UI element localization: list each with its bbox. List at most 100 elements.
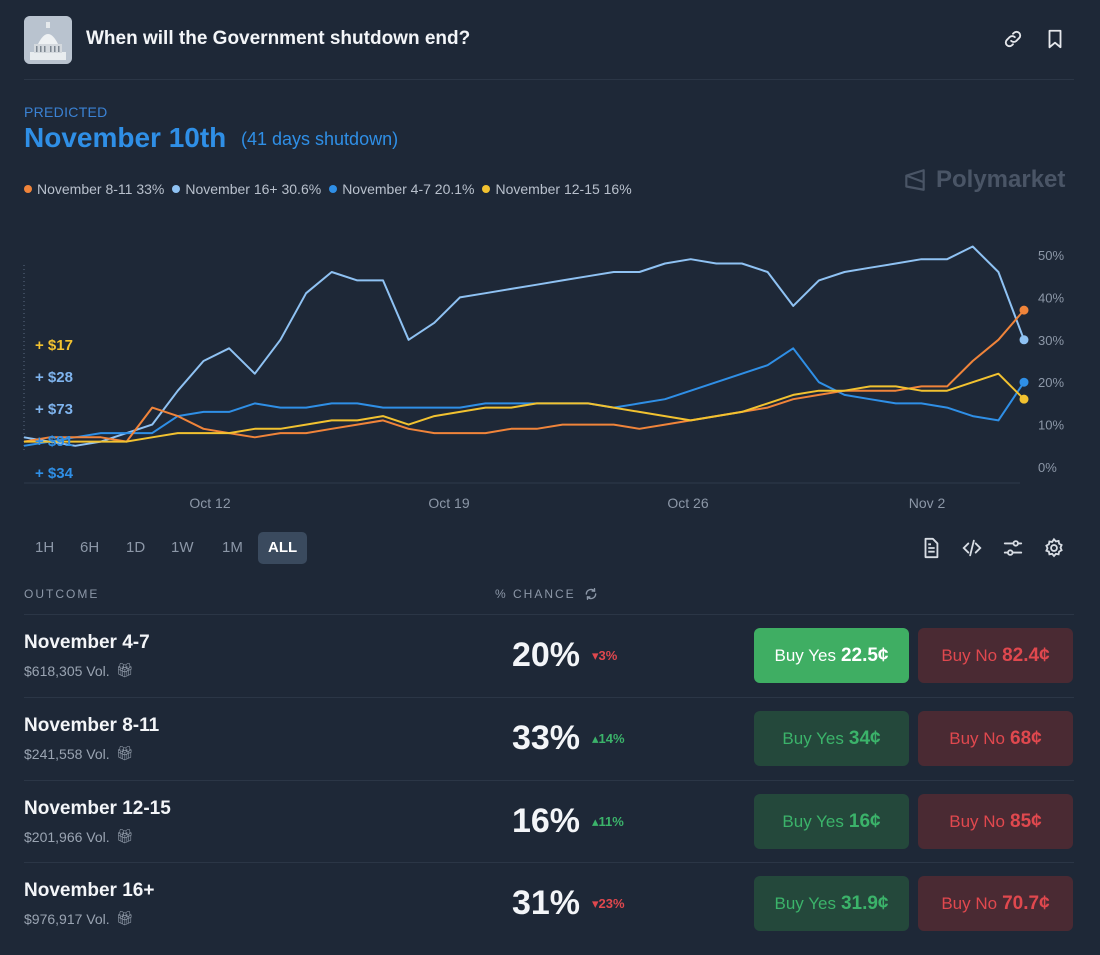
buy-no-button[interactable]: Buy No 68¢ [918, 711, 1073, 766]
time-range-6h[interactable]: 6H [80, 539, 100, 556]
gift-icon[interactable]: 🎁︎ [115, 828, 134, 844]
y-tick-label: 20% [1038, 375, 1064, 390]
gift-icon[interactable]: 🎁︎ [115, 910, 134, 926]
buy-no-price: 85¢ [1010, 810, 1042, 832]
volume-text: $976,917 Vol. [24, 910, 110, 927]
refresh-icon[interactable] [584, 587, 598, 601]
buy-yes-button[interactable]: Buy Yes 34¢ [754, 711, 909, 766]
legend-label: November 8-11 33% [37, 181, 165, 197]
buy-yes-button[interactable]: Buy Yes 16¢ [754, 794, 909, 849]
gift-icon[interactable]: 🎁︎ [115, 662, 134, 678]
buy-yes-button[interactable]: Buy Yes 22.5¢ [754, 628, 909, 683]
buy-yes-price: 34¢ [848, 727, 881, 749]
time-range-1d[interactable]: 1D [126, 539, 146, 556]
time-range-1h[interactable]: 1H [35, 539, 55, 556]
buy-no-label: Buy No [949, 811, 1006, 831]
volume-text: $241,558 Vol. [24, 745, 110, 762]
page-header: When will the Government shutdown end? [0, 0, 1100, 80]
column-header-chance-label: % CHANCE [495, 587, 576, 601]
outcome-volume: $241,558 Vol. 🎁︎ [24, 745, 133, 762]
legend-dot [172, 185, 181, 193]
polymarket-logo-icon [905, 169, 925, 191]
legend-dot [329, 185, 338, 193]
volume-text: $201,966 Vol. [24, 828, 110, 845]
settings-gear-icon[interactable] [1043, 537, 1065, 559]
chance-change: ▾3% [592, 648, 617, 664]
buy-no-price: 68¢ [1010, 727, 1042, 749]
outcome-name: November 4-7 [24, 632, 150, 653]
bet-marker-label: + $91 [35, 433, 73, 450]
time-range-1m[interactable]: 1M [222, 539, 243, 556]
buy-no-button[interactable]: Buy No 70.7¢ [918, 876, 1073, 931]
link-icon[interactable] [1002, 28, 1024, 50]
bet-marker-label: + $17 [35, 337, 73, 354]
legend-item: November 12-15 16% [482, 181, 632, 197]
market-image [24, 16, 72, 64]
bet-marker-label: + $73 [35, 401, 73, 418]
row-divider [24, 862, 1074, 863]
legend-dot [482, 185, 491, 193]
y-tick-label: 30% [1038, 333, 1064, 348]
outcome-chance: 16% [511, 802, 580, 840]
bet-marker-label: + $28 [35, 369, 73, 386]
x-tick-label: Oct 19 [428, 495, 469, 511]
buy-no-price: 82.4¢ [1002, 644, 1050, 666]
column-header-outcome: OUTCOME [24, 587, 100, 601]
outcome-name: November 12-15 [24, 798, 171, 819]
outcome-volume: $201,966 Vol. 🎁︎ [24, 828, 133, 845]
legend-dot [24, 185, 32, 193]
buy-yes-label: Buy Yes [774, 893, 836, 913]
brand-name: Polymarket [936, 166, 1066, 193]
buy-yes-price: 22.5¢ [840, 644, 889, 666]
series-end-dot [1019, 305, 1029, 315]
y-tick-label: 50% [1038, 248, 1064, 263]
buy-yes-label: Buy Yes [782, 728, 844, 748]
brand-watermark: Polymarket [902, 166, 1065, 194]
column-header-chance: % CHANCE [495, 587, 598, 601]
document-icon[interactable] [920, 537, 942, 559]
predicted-value: November 10th [24, 122, 227, 153]
outcome-chance: 33% [511, 719, 580, 757]
series-line [23, 245, 1025, 447]
bet-marker-label: + $34 [35, 465, 74, 482]
table-divider [24, 614, 1074, 615]
chance-change: ▾23% [592, 896, 625, 912]
outcome-volume: $618,305 Vol. 🎁︎ [24, 662, 133, 679]
down-arrow-icon: ▾ [592, 896, 599, 911]
time-range-1w[interactable]: 1W [171, 539, 194, 556]
change-value: 14% [598, 731, 625, 746]
x-tick-label: Oct 26 [667, 495, 708, 511]
embed-code-icon[interactable] [961, 537, 983, 559]
chance-change: ▴11% [592, 814, 624, 830]
legend-item: November 8-11 33% [24, 181, 164, 197]
legend-label: November 12-15 16% [495, 181, 632, 197]
series-end-dot [1019, 377, 1029, 387]
outcome-chance: 20% [511, 636, 580, 674]
buy-no-label: Buy No [949, 728, 1006, 748]
buy-yes-label: Buy Yes [774, 645, 836, 665]
chart-legend: November 8-11 33% November 16+ 30.6% Nov… [24, 181, 632, 197]
time-range-all[interactable]: ALL [258, 532, 308, 564]
buy-no-button[interactable]: Buy No 82.4¢ [918, 628, 1073, 683]
legend-label: November 4-7 20.1% [342, 181, 475, 197]
legend-label: November 16+ 30.6% [185, 181, 322, 197]
buy-no-button[interactable]: Buy No 85¢ [918, 794, 1073, 849]
gift-icon[interactable]: 🎁︎ [115, 745, 134, 761]
predicted-subtitle: (41 days shutdown) [241, 129, 399, 149]
series-line [23, 347, 1025, 447]
buy-yes-label: Buy Yes [782, 811, 844, 831]
y-tick-label: 40% [1038, 290, 1064, 305]
down-arrow-icon: ▾ [592, 648, 599, 663]
up-arrow-icon: ▴ [592, 731, 599, 746]
filter-sliders-icon[interactable] [1002, 537, 1024, 559]
bookmark-icon[interactable] [1044, 28, 1066, 50]
volume-text: $618,305 Vol. [24, 662, 110, 679]
x-tick-label: Oct 12 [189, 495, 230, 511]
y-tick-label: 0% [1038, 460, 1057, 475]
up-arrow-icon: ▴ [592, 814, 599, 829]
predicted-label: PREDICTED [24, 104, 108, 120]
buy-yes-button[interactable]: Buy Yes 31.9¢ [754, 876, 909, 931]
buy-yes-price: 16¢ [848, 810, 881, 832]
buy-no-label: Buy No [941, 645, 998, 665]
change-value: 3% [598, 648, 618, 663]
